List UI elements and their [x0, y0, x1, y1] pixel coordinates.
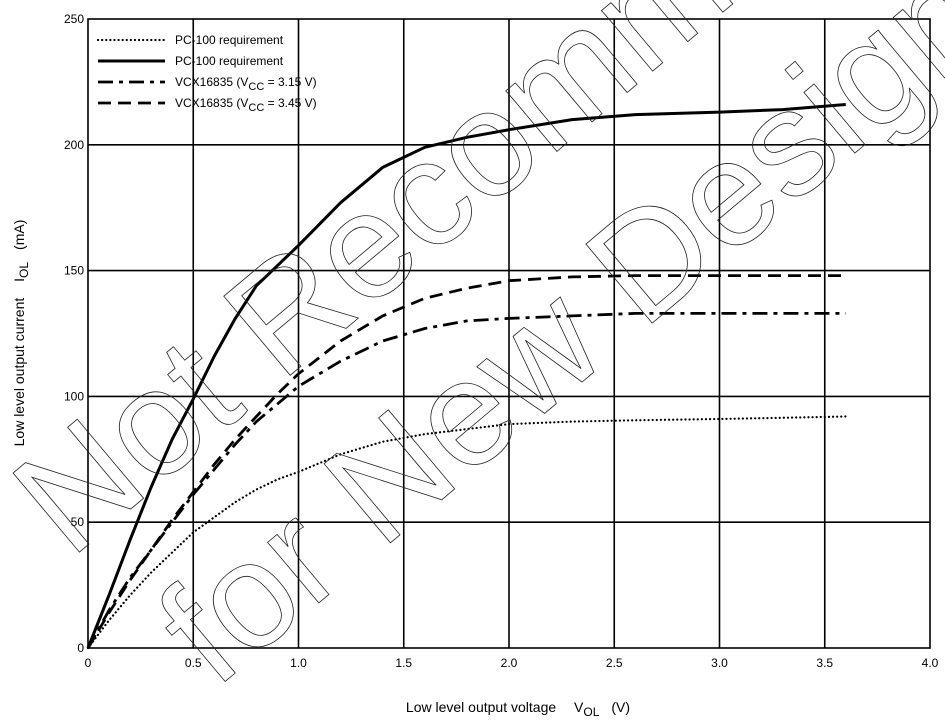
x-axis-label-main: Low level output voltage [406, 699, 556, 715]
y-axis-label: Low level output current IOL (mA) [11, 220, 31, 447]
legend-label: VCX16835 (VCC = 3.15 V) [175, 75, 317, 93]
y-tick-label: 250 [64, 12, 84, 26]
legend-label-suffix: = 3.45 V) [264, 96, 316, 110]
legend-label-subscript: CC [248, 102, 264, 114]
legend-label-suffix: = 3.15 V) [264, 75, 316, 89]
series-layer [86, 103, 847, 650]
legend-label-subscript: CC [248, 81, 264, 93]
x-tick-label: 0 [85, 656, 92, 670]
y-tick-label: 150 [64, 264, 84, 278]
plot-frame [87, 18, 931, 649]
legend-label-text: VCX16835 (V [175, 96, 248, 110]
legend-label: PC-100 requirement [175, 33, 284, 47]
x-axis-ticks: 0 0.5 1.0 1.5 2.0 2.5 3.0 3.5 4.0 [85, 656, 939, 670]
y-tick-label: 100 [64, 389, 84, 403]
legend-label: VCX16835 (VCC = 3.45 V) [175, 96, 317, 114]
y-axis-label-symbol: I [11, 278, 27, 282]
y-axis-label-unit: (mA) [11, 220, 27, 250]
series-line-1-dotted [86, 415, 847, 650]
y-tick-label: 50 [71, 515, 85, 529]
grid [88, 19, 930, 648]
legend: PC-100 requirement PC-100 requirement VCX1… [96, 33, 317, 114]
series-line-2-solid [86, 103, 846, 649]
x-tick-label: 0.5 [185, 656, 202, 670]
x-tick-label: 1.5 [395, 656, 412, 670]
x-axis-label: Low level output voltage VOL (V) [406, 699, 630, 719]
x-tick-label: 2.0 [501, 656, 518, 670]
legend-label-text: VCX16835 (V [175, 75, 248, 89]
y-tick-label: 200 [64, 138, 84, 152]
legend-label-text: PC-100 requirement [175, 54, 284, 68]
legend-label: PC-100 requirement [175, 54, 284, 68]
x-tick-label: 3.5 [816, 656, 833, 670]
series-line-4-dashed [86, 274, 846, 649]
x-tick-label: 1.0 [290, 656, 307, 670]
y-axis-label-main: Low level output current [11, 298, 27, 447]
y-tick-label: 0 [77, 641, 84, 655]
x-tick-label: 3.0 [711, 656, 728, 670]
x-axis-label-subscript: OL [583, 705, 599, 719]
y-axis-ticks: 0 50 100 150 200 250 [64, 12, 84, 655]
legend-label-text: PC-100 requirement [175, 33, 284, 47]
y-axis-label-subscript: OL [17, 262, 31, 278]
x-tick-label: 4.0 [922, 656, 939, 670]
x-tick-label: 2.5 [606, 656, 623, 670]
x-axis-label-unit: (V) [611, 699, 630, 715]
x-axis-label-symbol: V [574, 699, 584, 715]
